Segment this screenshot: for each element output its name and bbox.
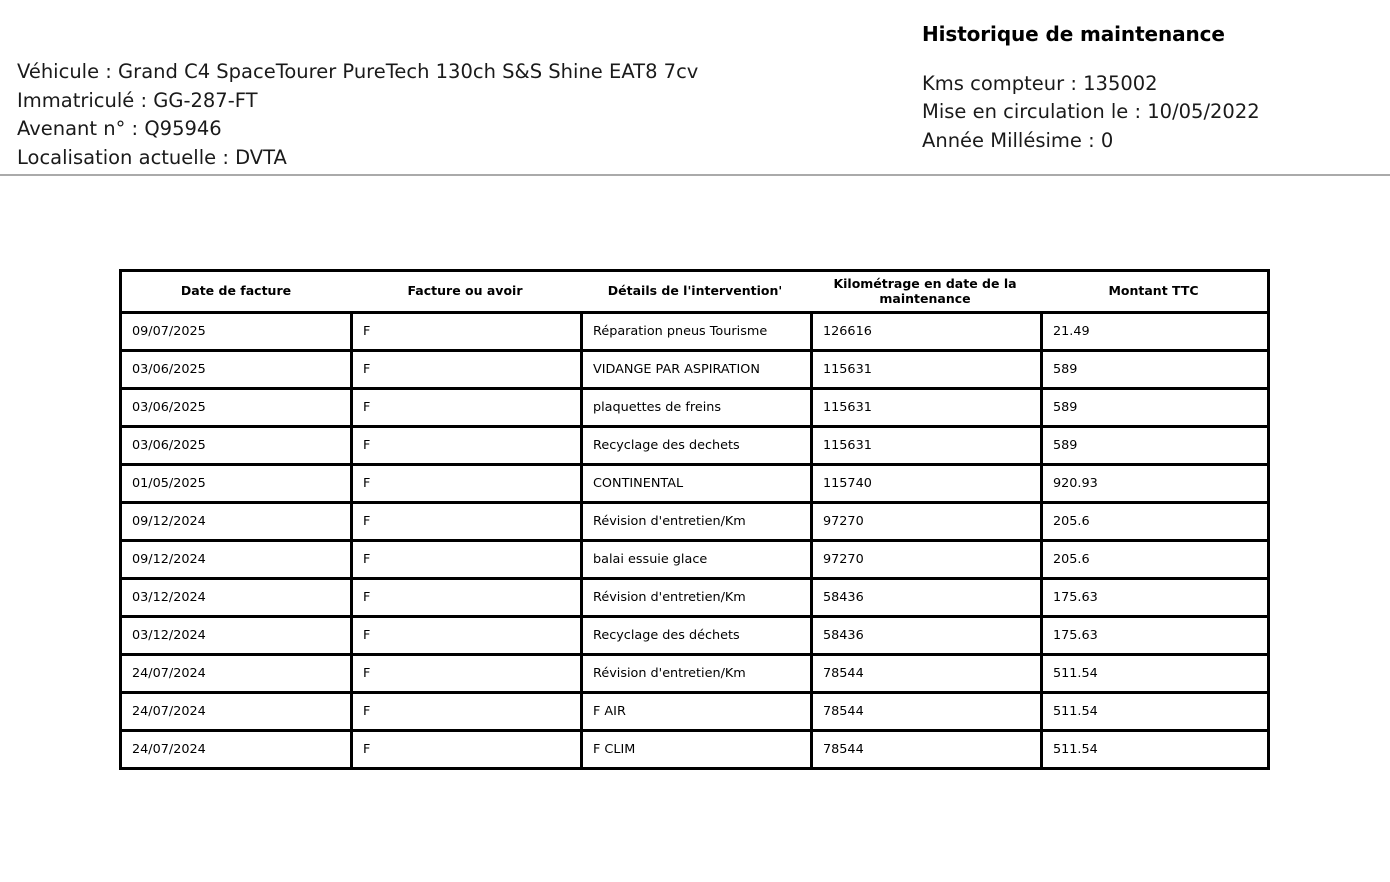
cell-details: F CLIM: [580, 732, 810, 770]
cell-invoice-type: F: [350, 390, 580, 428]
column-header-mileage: Kilométrage en date de la maintenance: [810, 269, 1040, 314]
column-header-amount: Montant TTC: [1040, 269, 1270, 314]
cell-mileage: 58436: [810, 618, 1040, 656]
table-row: 01/05/2025 F CONTINENTAL 115740 920.93: [119, 466, 1270, 504]
cell-details: CONTINENTAL: [580, 466, 810, 504]
table-header-row: Date de facture Facture ou avoir Détails…: [119, 269, 1270, 314]
cell-invoice-type: F: [350, 656, 580, 694]
table-row: 09/12/2024 F balai essuie glace 97270 20…: [119, 542, 1270, 580]
page-title: Historique de maintenance: [922, 22, 1225, 46]
cell-details: Recyclage des dechets: [580, 428, 810, 466]
cell-amount: 920.93: [1040, 466, 1270, 504]
cell-date: 03/12/2024: [119, 580, 350, 618]
table-row: 24/07/2024 F F AIR 78544 511.54: [119, 694, 1270, 732]
column-header-date: Date de facture: [119, 269, 350, 314]
cell-details: balai essuie glace: [580, 542, 810, 580]
maintenance-history-table: Date de facture Facture ou avoir Détails…: [119, 269, 1270, 770]
cell-mileage: 97270: [810, 504, 1040, 542]
cell-mileage: 126616: [810, 314, 1040, 352]
cell-amount: 205.6: [1040, 542, 1270, 580]
table-row: 03/06/2025 F VIDANGE PAR ASPIRATION 1156…: [119, 352, 1270, 390]
cell-mileage: 78544: [810, 656, 1040, 694]
cell-amount: 175.63: [1040, 618, 1270, 656]
cell-amount: 511.54: [1040, 694, 1270, 732]
table-row: 03/12/2024 F Recyclage des déchets 58436…: [119, 618, 1270, 656]
cell-invoice-type: F: [350, 314, 580, 352]
cell-date: 24/07/2024: [119, 694, 350, 732]
cell-details: plaquettes de freins: [580, 390, 810, 428]
vehicle-info-block: Véhicule : Grand C4 SpaceTourer PureTech…: [17, 58, 698, 173]
cell-amount: 589: [1040, 390, 1270, 428]
document-header: Véhicule : Grand C4 SpaceTourer PureTech…: [0, 0, 1390, 176]
cell-details: F AIR: [580, 694, 810, 732]
cell-invoice-type: F: [350, 352, 580, 390]
table-header: Date de facture Facture ou avoir Détails…: [119, 269, 1270, 314]
maintenance-table-container: Date de facture Facture ou avoir Détails…: [119, 269, 1270, 770]
cell-mileage: 115740: [810, 466, 1040, 504]
cell-invoice-type: F: [350, 580, 580, 618]
cell-date: 24/07/2024: [119, 656, 350, 694]
cell-details: Réparation pneus Tourisme: [580, 314, 810, 352]
cell-amount: 205.6: [1040, 504, 1270, 542]
cell-mileage: 115631: [810, 390, 1040, 428]
cell-invoice-type: F: [350, 732, 580, 770]
cell-details: Révision d'entretien/Km: [580, 656, 810, 694]
table-body: 09/07/2025 F Réparation pneus Tourisme 1…: [119, 314, 1270, 770]
table-row: 03/06/2025 F Recyclage des dechets 11563…: [119, 428, 1270, 466]
table-row: 09/12/2024 F Révision d'entretien/Km 972…: [119, 504, 1270, 542]
cell-invoice-type: F: [350, 428, 580, 466]
first-registration-line: Mise en circulation le : 10/05/2022: [922, 100, 1260, 124]
cell-invoice-type: F: [350, 618, 580, 656]
cell-date: 24/07/2024: [119, 732, 350, 770]
table-row: 09/07/2025 F Réparation pneus Tourisme 1…: [119, 314, 1270, 352]
cell-invoice-type: F: [350, 466, 580, 504]
cell-mileage: 58436: [810, 580, 1040, 618]
header-divider: [0, 174, 1390, 176]
cell-mileage: 97270: [810, 542, 1040, 580]
cell-amount: 21.49: [1040, 314, 1270, 352]
cell-date: 01/05/2025: [119, 466, 350, 504]
cell-date: 03/12/2024: [119, 618, 350, 656]
cell-amount: 511.54: [1040, 656, 1270, 694]
cell-date: 09/12/2024: [119, 542, 350, 580]
cell-date: 03/06/2025: [119, 428, 350, 466]
vehicle-registration-line: Immatriculé : GG-287-FT: [17, 88, 258, 112]
cell-invoice-type: F: [350, 542, 580, 580]
column-header-invoice-type: Facture ou avoir: [350, 269, 580, 314]
cell-invoice-type: F: [350, 504, 580, 542]
cell-invoice-type: F: [350, 694, 580, 732]
cell-mileage: 115631: [810, 428, 1040, 466]
cell-amount: 589: [1040, 428, 1270, 466]
cell-date: 09/07/2025: [119, 314, 350, 352]
cell-date: 03/06/2025: [119, 352, 350, 390]
cell-date: 09/12/2024: [119, 504, 350, 542]
cell-details: Recyclage des déchets: [580, 618, 810, 656]
cell-mileage: 115631: [810, 352, 1040, 390]
cell-date: 03/06/2025: [119, 390, 350, 428]
cell-details: VIDANGE PAR ASPIRATION: [580, 352, 810, 390]
cell-details: Révision d'entretien/Km: [580, 504, 810, 542]
odometer-line: Kms compteur : 135002: [922, 72, 1158, 95]
cell-amount: 589: [1040, 352, 1270, 390]
cell-amount: 175.63: [1040, 580, 1270, 618]
cell-mileage: 78544: [810, 694, 1040, 732]
table-row: 03/06/2025 F plaquettes de freins 115631…: [119, 390, 1270, 428]
table-row: 03/12/2024 F Révision d'entretien/Km 584…: [119, 580, 1270, 618]
cell-mileage: 78544: [810, 732, 1040, 770]
cell-details: Révision d'entretien/Km: [580, 580, 810, 618]
vehicle-amendment-line: Avenant n° : Q95946: [17, 117, 222, 141]
vehicle-model-line: Véhicule : Grand C4 SpaceTourer PureTech…: [17, 60, 699, 83]
model-year-line: Année Millésime : 0: [922, 128, 1114, 152]
table-row: 24/07/2024 F Révision d'entretien/Km 785…: [119, 656, 1270, 694]
column-header-details: Détails de l'intervention': [580, 269, 810, 314]
table-row: 24/07/2024 F F CLIM 78544 511.54: [119, 732, 1270, 770]
summary-block: Historique de maintenance Kms compteur :…: [922, 20, 1260, 155]
cell-amount: 511.54: [1040, 732, 1270, 770]
vehicle-location-line: Localisation actuelle : DVTA: [17, 146, 287, 170]
